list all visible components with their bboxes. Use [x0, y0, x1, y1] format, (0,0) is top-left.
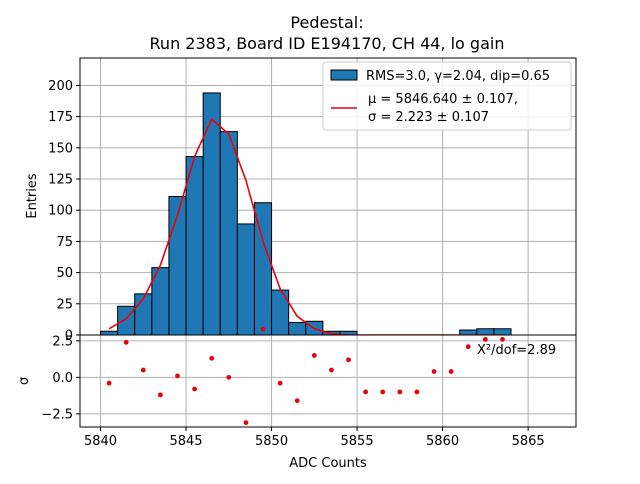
residual-point: [311, 353, 317, 358]
legend-fit-label-mu: μ = 5846.640 ± 0.107,: [368, 92, 518, 107]
bottom-grid: [80, 335, 576, 427]
top-y-ticks: 0 25 50 75 100 125 150 175 200: [48, 79, 80, 344]
histogram-bars: [100, 92, 512, 336]
legend-hist-patch: [330, 69, 358, 81]
residual-point: [397, 389, 403, 395]
histogram-bar: [219, 131, 238, 336]
top-y-tick-label: 200: [48, 79, 73, 94]
x-tick-label: 5865: [512, 434, 545, 449]
bottom-y-tick-label: 0.0: [52, 371, 73, 386]
bottom-plot-area: [80, 335, 576, 427]
top-y-tick-label: 150: [48, 141, 73, 156]
legend-fit-label-sigma: σ = 2.223 ± 0.107: [368, 110, 489, 125]
bottom-y-tick-label: 2.5: [52, 334, 73, 349]
x-ticks: 5840 5845 5850 5855 5860 5865: [84, 427, 545, 449]
histogram-bar: [271, 289, 290, 336]
residual-point: [123, 339, 129, 345]
chart-title-line2: Run 2383, Board ID E194170, CH 44, lo ga…: [150, 34, 505, 53]
legend-frame: [322, 61, 572, 131]
x-tick-label: 5850: [255, 434, 288, 449]
top-y-tick-label: 100: [48, 204, 73, 219]
residual-point: [294, 398, 300, 404]
histogram-bar: [100, 330, 119, 336]
residual-point: [465, 344, 471, 350]
histogram-bar: [493, 328, 512, 336]
residual-point: [157, 392, 163, 398]
top-y-tick-label: 50: [56, 266, 73, 281]
bottom-axes-frame: [79, 334, 577, 428]
residual-point: [500, 336, 505, 342]
residual-point: [346, 357, 351, 363]
residual-point: [260, 326, 266, 332]
residual-point: [329, 367, 334, 373]
bottom-y-ticks: −2.5 0.0 2.5: [41, 334, 80, 422]
residual-point: [380, 389, 386, 395]
residual-point: [414, 389, 420, 395]
top-y-tick-label: 25: [56, 297, 73, 312]
residual-point: [175, 373, 180, 379]
bottom-y-tick-label: −2.5: [41, 407, 73, 422]
x-tick-label: 5860: [426, 434, 459, 449]
residual-point: [482, 336, 488, 342]
residual-point: [431, 369, 437, 374]
residual-point: [192, 386, 197, 392]
legend: RMS=3.0, γ=2.04, dip=0.65 μ = 5846.640 ±…: [322, 61, 572, 131]
x-tick-label: 5845: [169, 434, 202, 449]
histogram-bar: [185, 156, 204, 336]
residual-point: [226, 374, 232, 380]
chi2-label: X²/dof=2.89: [477, 343, 556, 358]
x-axis-label: ADC Counts: [289, 456, 367, 471]
residual-points: [106, 326, 505, 426]
top-y-tick-label: 75: [56, 235, 73, 250]
top-y-tick-label: 175: [48, 110, 73, 125]
residual-point: [209, 355, 215, 361]
bottom-y-axis-label: σ: [17, 377, 32, 385]
x-tick-label: 5855: [341, 434, 374, 449]
histogram-bar: [202, 92, 221, 336]
residual-point: [140, 367, 146, 373]
top-y-tick-label: 125: [48, 173, 73, 188]
legend-hist-label: RMS=3.0, γ=2.04, dip=0.65: [366, 69, 550, 84]
residual-point: [277, 380, 283, 386]
top-y-axis-label: Entries: [25, 173, 40, 219]
histogram-bar: [476, 328, 495, 336]
residual-point: [363, 389, 369, 395]
residual-point: [106, 380, 112, 386]
residual-point: [448, 369, 454, 374]
x-tick-label: 5840: [84, 434, 117, 449]
histogram-bar: [236, 223, 255, 336]
histogram-bar: [288, 322, 307, 336]
chart-title-line1: Pedestal:: [290, 13, 363, 32]
residual-point: [243, 420, 249, 426]
top-y-tick-label: 0: [65, 329, 73, 344]
